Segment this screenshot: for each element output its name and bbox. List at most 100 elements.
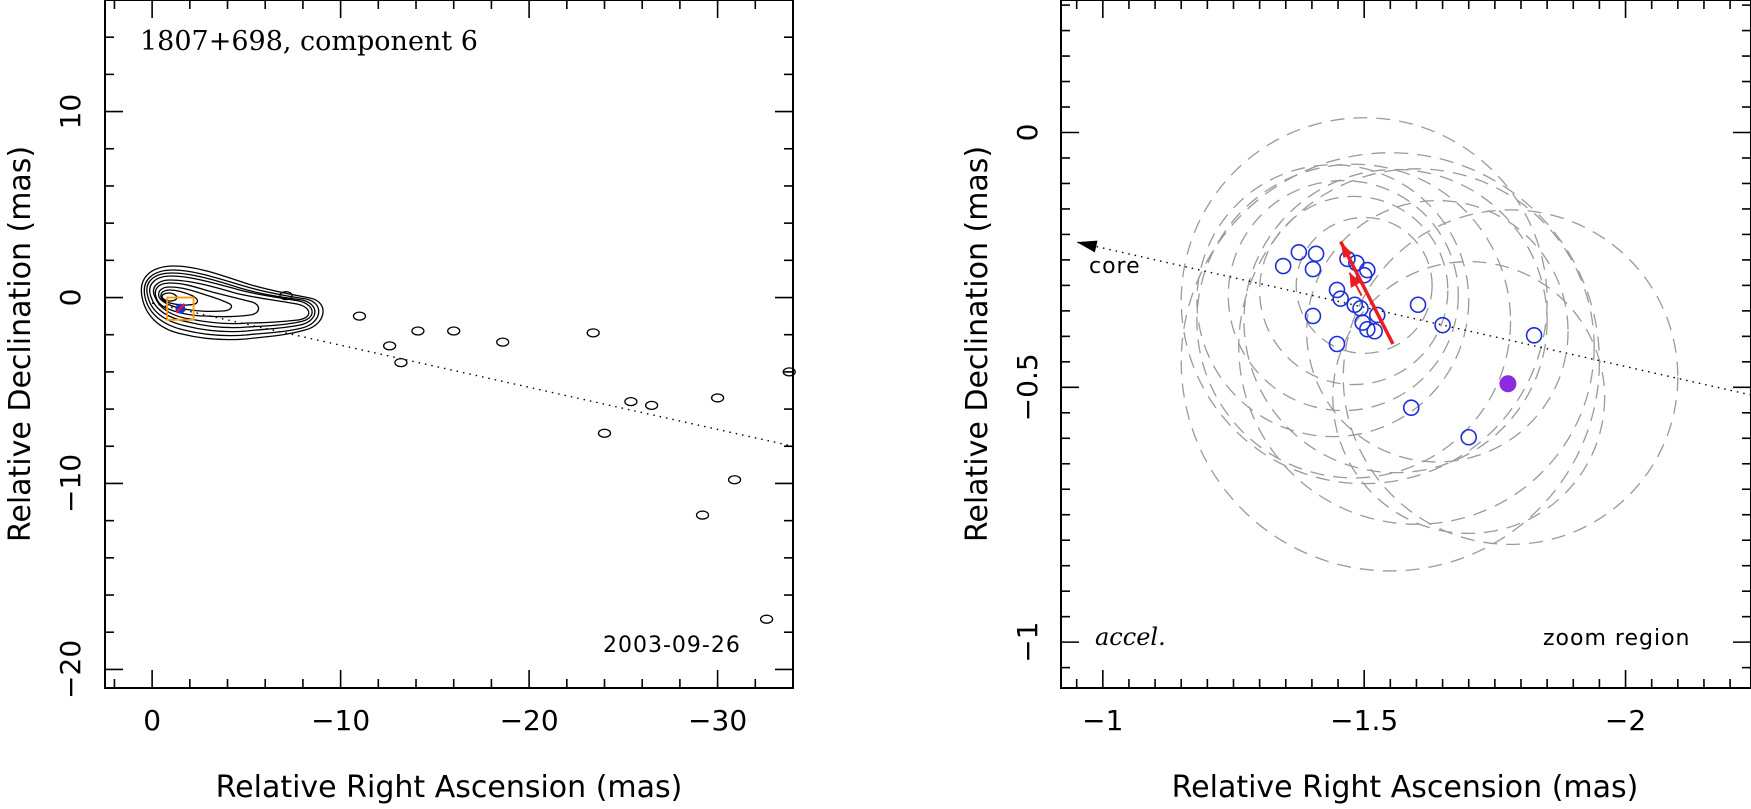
contour-island — [644, 400, 659, 411]
y-tick-label: −10 — [54, 454, 87, 513]
core-label: core — [1089, 254, 1141, 279]
left-panel-title: 1807+698, component 6 — [140, 26, 478, 57]
right-tick-labels: −1 −1.5 −2 0 −0.5 −1 — [1011, 124, 1646, 737]
contour-island — [411, 326, 425, 336]
position-marker — [1290, 243, 1308, 261]
contour-island — [759, 614, 774, 624]
y-tick-label: 0 — [54, 289, 87, 307]
left-ticks — [105, 0, 794, 688]
zoom-region-box — [166, 296, 195, 321]
contour-island — [352, 311, 367, 321]
uncertainty-circle — [1295, 216, 1433, 354]
left-axes-frame — [104, 0, 794, 689]
contour-island — [496, 337, 510, 347]
zoom-region-label: zoom region — [1543, 626, 1690, 651]
uncertainty-circle — [1180, 117, 1548, 485]
x-tick-label: −20 — [500, 704, 559, 737]
core-contour — [140, 265, 324, 341]
y-tick-label: −20 — [54, 640, 87, 699]
contour-island — [394, 357, 408, 368]
position-marker — [1328, 335, 1346, 353]
core-contour — [149, 275, 313, 329]
mean-position-marker — [1499, 375, 1517, 393]
core-contours — [140, 265, 324, 341]
left-component-markers — [175, 303, 186, 314]
y-tick-label: 0 — [1011, 124, 1044, 142]
contour-island — [710, 393, 725, 403]
position-marker — [1332, 290, 1349, 307]
right-x-axis-title: Relative Right Ascension (mas) — [1172, 770, 1639, 805]
contour-islands — [279, 291, 796, 624]
contour-island — [727, 475, 742, 485]
core-direction-arrowhead — [1076, 240, 1098, 253]
uncertainty-circle — [1243, 168, 1548, 474]
position-marker — [1307, 245, 1325, 263]
acceleration-vector — [1348, 272, 1363, 297]
position-marker — [1366, 322, 1383, 340]
y-tick-label: 10 — [54, 94, 87, 130]
left-jet-axis — [151, 302, 794, 447]
right-jet-axis — [1076, 241, 1750, 396]
x-tick-label: −10 — [311, 704, 370, 737]
core-contour — [154, 282, 260, 318]
contour-island — [695, 510, 710, 520]
accel-annotation: accel. — [1095, 623, 1166, 651]
x-tick-label: 0 — [143, 704, 161, 737]
contour-island — [382, 341, 397, 351]
contour-island — [624, 396, 638, 407]
uncertainty-circles — [1180, 117, 1679, 572]
position-marker — [1359, 261, 1376, 279]
core-contour — [143, 269, 320, 337]
position-marker — [1525, 327, 1543, 344]
uncertainty-circle — [1306, 199, 1569, 463]
core-contour — [160, 289, 199, 306]
contour-island — [597, 428, 612, 438]
position-markers — [1274, 243, 1543, 446]
uncertainty-circle — [1196, 164, 1470, 438]
position-marker — [1460, 428, 1478, 446]
left-tick-labels: 0 −10 −20 −30 10 0 −10 −20 — [54, 94, 747, 737]
x-tick-label: −2 — [1605, 704, 1646, 737]
left-panel: 0 −10 −20 −30 10 0 −10 −20 1807+698, component … — [3, 0, 796, 805]
contour-island — [279, 291, 293, 301]
velocity-vector-line — [1339, 240, 1395, 345]
position-marker — [1402, 399, 1420, 417]
contour-island — [586, 328, 600, 338]
core-contour — [152, 279, 310, 325]
uncertainty-circle — [1196, 163, 1512, 479]
position-marker — [1359, 320, 1376, 338]
position-marker — [1304, 260, 1322, 278]
position-marker — [1368, 306, 1386, 324]
y-tick-label: −1 — [1011, 621, 1044, 662]
core-contour — [157, 286, 233, 313]
acceleration-vector-head — [1349, 272, 1362, 288]
uncertainty-circle — [1258, 195, 1449, 386]
position-marker — [1328, 281, 1346, 299]
contour-island — [447, 326, 461, 336]
position-marker — [1409, 296, 1427, 314]
y-tick-label: −0.5 — [1011, 353, 1044, 421]
position-marker — [1434, 316, 1451, 334]
contour-island — [782, 367, 796, 377]
right-ticks — [1061, 0, 1751, 688]
x-tick-label: −30 — [688, 704, 747, 737]
left-y-axis-title: Relative Declination (mas) — [3, 146, 38, 542]
right-axes-frame — [1060, 0, 1751, 689]
component-vector — [175, 303, 186, 314]
position-marker — [1304, 307, 1322, 325]
uncertainty-circle — [1227, 179, 1459, 412]
right-y-axis-title: Relative Declination (mas) — [960, 146, 995, 542]
date-label: 2003-09-26 — [603, 633, 741, 658]
left-contours — [140, 265, 796, 624]
x-tick-label: −1.5 — [1330, 704, 1398, 737]
position-marker — [1274, 257, 1292, 275]
core-contour — [146, 272, 316, 333]
velocity-vector — [1339, 240, 1395, 345]
uncertainty-circle — [1238, 168, 1595, 525]
x-tick-label: −1 — [1082, 704, 1123, 737]
right-panel: −1 −1.5 −20−0.5−1 core accel. zoom region … — [960, 0, 1751, 805]
uncertainty-circle — [1332, 260, 1606, 535]
left-x-axis-title: Relative Right Ascension (mas) — [216, 770, 683, 805]
uncertainty-circle — [1342, 209, 1679, 546]
